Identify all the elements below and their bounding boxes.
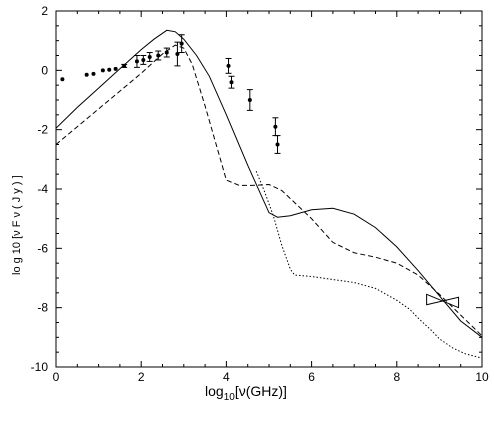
x-tick-label: 4 xyxy=(223,370,230,384)
y-axis-title: lo g 10 [ν F ν ( J y ) ] xyxy=(11,175,23,275)
data-point xyxy=(275,142,280,147)
data-point xyxy=(273,124,278,129)
bowtie-spectrum xyxy=(426,293,460,309)
x-axis-title-main: log xyxy=(205,383,224,399)
x-tick-label: 0 xyxy=(53,370,60,384)
series-line-dashed xyxy=(55,44,483,337)
data-point xyxy=(179,41,184,46)
series-line-dotted xyxy=(255,171,483,359)
data-point xyxy=(122,63,127,68)
data-point xyxy=(229,80,234,85)
data-point xyxy=(60,77,65,82)
y-tick-label: -6 xyxy=(37,241,48,255)
y-tick-label: -8 xyxy=(37,301,48,315)
data-point xyxy=(113,66,118,71)
x-axis-title: log10[ν(GHz)] xyxy=(205,383,287,403)
data-point xyxy=(91,71,96,76)
x-axis-title-sub: 10 xyxy=(224,392,236,403)
data-point xyxy=(107,67,112,72)
data-point xyxy=(226,63,231,68)
x-axis-title-rest: [ν(GHz)] xyxy=(235,383,287,399)
series-line-solid xyxy=(55,29,483,338)
x-tick-label: 10 xyxy=(475,370,489,384)
y-tick-label: 2 xyxy=(41,4,48,18)
points-layer xyxy=(60,34,281,154)
series-layer xyxy=(55,29,483,359)
data-point xyxy=(164,50,169,55)
x-tick-label: 2 xyxy=(138,370,145,384)
data-point xyxy=(141,57,146,62)
x-tick-label: 6 xyxy=(308,370,315,384)
data-point xyxy=(134,59,139,64)
bowtie-layer xyxy=(426,293,460,309)
data-point xyxy=(100,68,105,73)
data-point xyxy=(156,53,161,58)
ticks-layer: 0 2 4 6 8 10 -10 -8 -6 -4 -2 0 2 xyxy=(31,4,489,384)
data-point xyxy=(84,72,89,77)
data-point xyxy=(147,54,152,59)
y-tick-label: 0 xyxy=(41,63,48,77)
data-point xyxy=(247,98,252,102)
x-tick-label: 8 xyxy=(393,370,400,384)
data-point xyxy=(175,52,180,57)
y-tick-label: -4 xyxy=(37,182,48,196)
plot-frame xyxy=(55,10,483,368)
y-tick-label: -10 xyxy=(31,360,49,374)
y-tick-label: -2 xyxy=(37,123,48,137)
